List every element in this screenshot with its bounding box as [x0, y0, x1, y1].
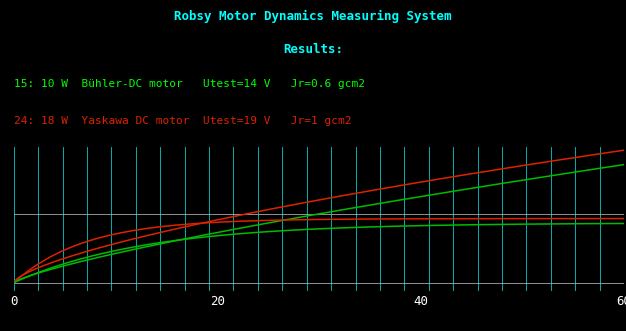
Text: 15: 10 W  Bühler-DC motor   Utest=14 V   Jr=0.6 gcm2: 15: 10 W Bühler-DC motor Utest=14 V Jr=0… [14, 79, 365, 89]
Text: 24: 18 W  Yaskawa DC motor  Utest=19 V   Jr=1 gcm2: 24: 18 W Yaskawa DC motor Utest=19 V Jr=… [14, 116, 351, 126]
Text: Results:: Results: [283, 43, 343, 56]
Text: Robsy Motor Dynamics Measuring System: Robsy Motor Dynamics Measuring System [174, 10, 452, 23]
